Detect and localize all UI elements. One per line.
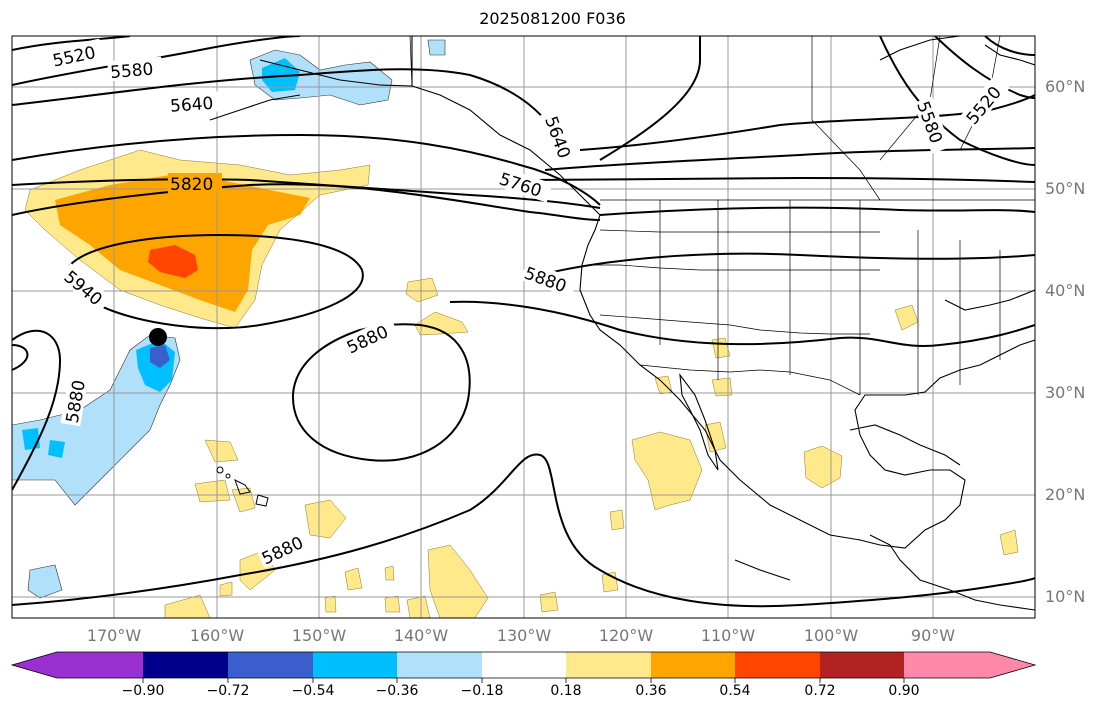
map-border	[11, 35, 1036, 619]
lon-label: 160°W	[189, 626, 245, 645]
contour-label: 5580	[109, 59, 154, 83]
colorbar	[10, 651, 1037, 683]
lon-label: 140°W	[393, 626, 449, 645]
negative-anomaly-west	[12, 334, 181, 599]
lat-label: 50°N	[1045, 179, 1086, 198]
lon-label: 170°W	[86, 626, 142, 645]
contour-label: 5820	[170, 175, 213, 195]
political-borders	[409, 36, 1035, 396]
lon-label: 130°W	[496, 626, 552, 645]
lat-label: 60°N	[1045, 77, 1086, 96]
colorbar-extend-high	[990, 652, 1035, 678]
lon-label: 110°W	[700, 626, 756, 645]
storm-center-marker	[149, 328, 167, 346]
colorbar-tick-label: 0.72	[804, 683, 836, 699]
map-title: 2025081200 F036	[479, 9, 626, 28]
islands	[216, 466, 269, 507]
lon-label: 150°W	[291, 626, 347, 645]
lat-label: 10°N	[1045, 587, 1086, 606]
contour-labels: 5520 5580 5640 5820 5940 5880 5640 5760 …	[46, 38, 1011, 569]
lon-label: 120°W	[598, 626, 654, 645]
colorbar-tick-label: −0.54	[291, 683, 335, 699]
colorbar-tick-label: 0.90	[888, 683, 920, 699]
map-area	[12, 36, 1035, 618]
lat-label: 40°N	[1045, 281, 1086, 300]
colorbar-tick-label: −0.72	[206, 683, 250, 699]
lon-label: 100°W	[803, 626, 859, 645]
colorbar-tick-label: −0.18	[460, 683, 504, 699]
lat-label: 30°N	[1045, 383, 1086, 402]
colorbar-tick-label: −0.36	[375, 683, 419, 699]
lat-label: 20°N	[1045, 485, 1086, 504]
positive-anomaly-north-pacific	[24, 149, 371, 329]
colorbar-tick-label: 0.36	[635, 683, 667, 699]
colorbar-extend-low	[12, 652, 57, 678]
lon-label: 90°W	[910, 626, 956, 645]
positive-anomaly-blobs	[164, 277, 1019, 618]
colorbar-tick-label: 0.54	[719, 683, 751, 699]
negative-anomaly-alaska	[249, 39, 446, 106]
contour-label: 5640	[170, 94, 215, 117]
colorbar-tick-label: −0.90	[121, 683, 165, 699]
colorbar-tick-label: 0.18	[550, 683, 582, 699]
